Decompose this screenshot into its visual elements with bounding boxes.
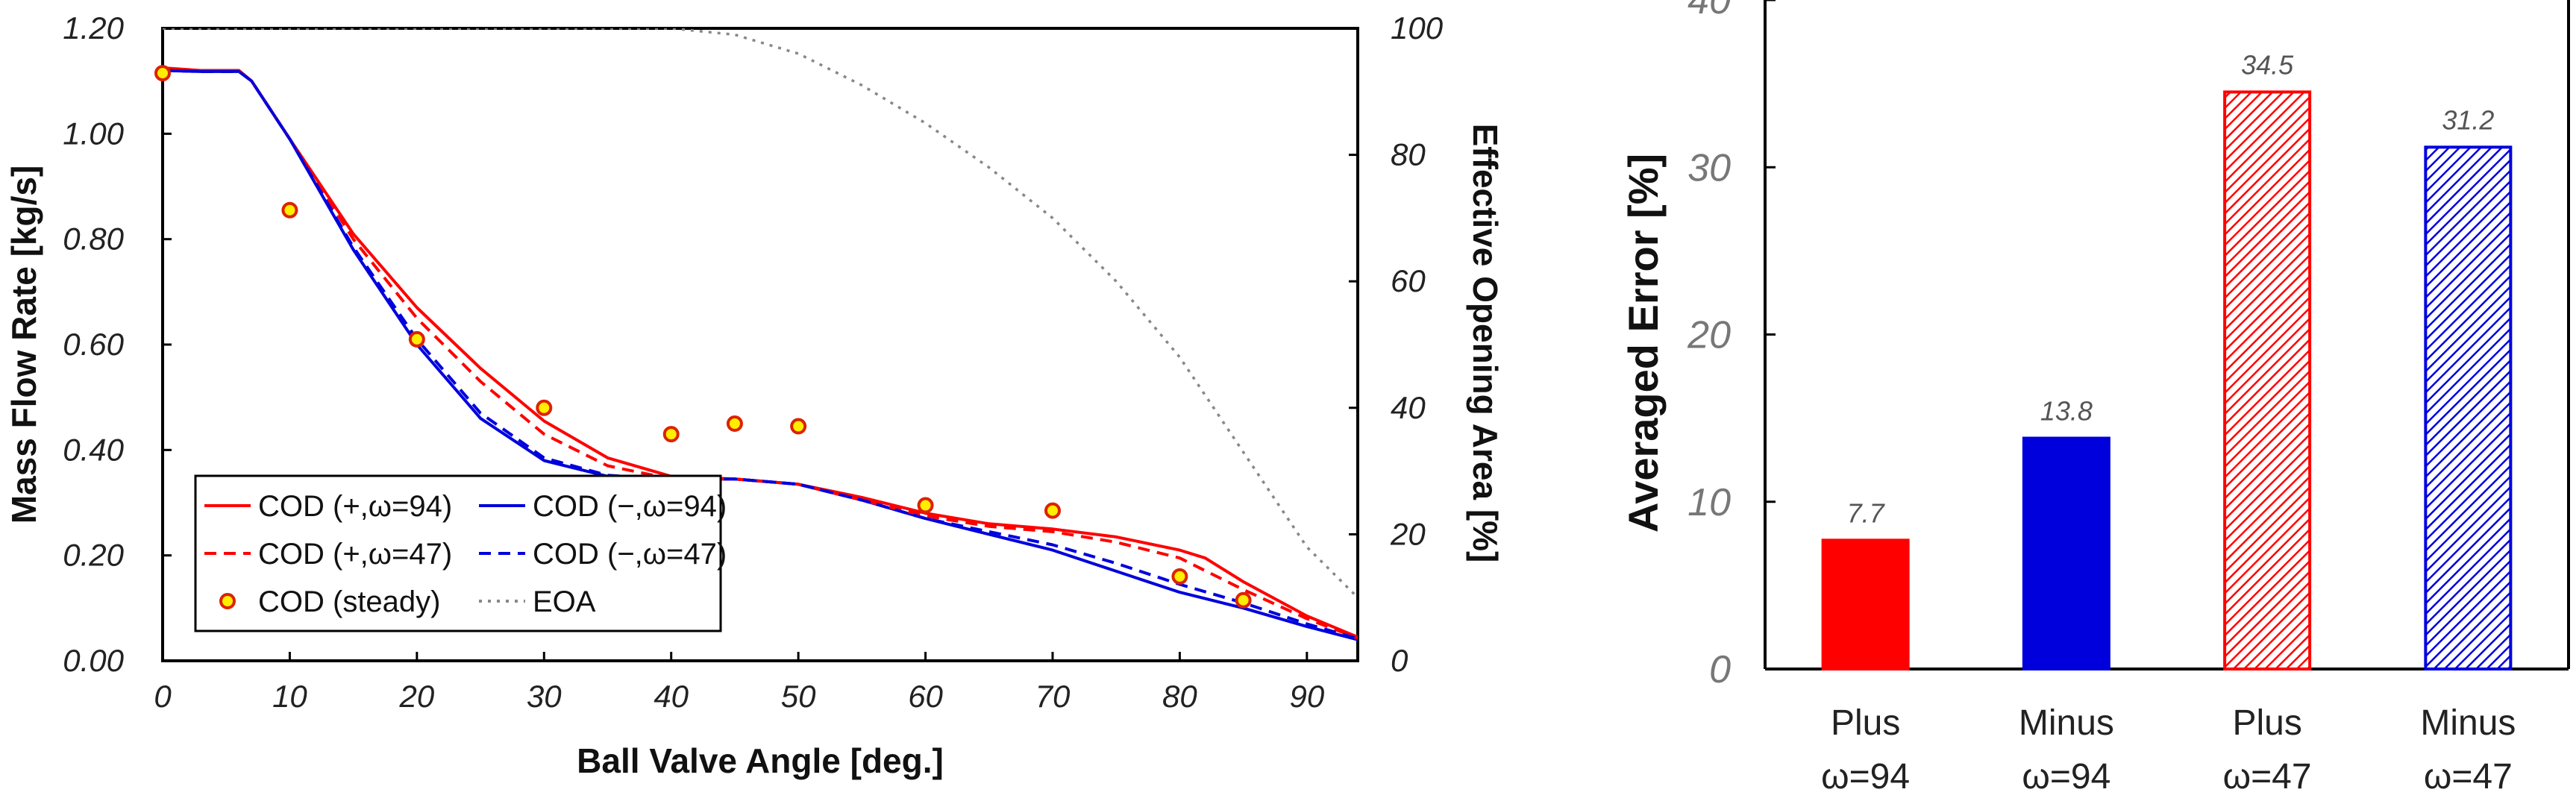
steady-point	[1044, 502, 1061, 519]
y-axis-title: Mass Flow Rate [kg/s]	[4, 166, 43, 524]
bar-y-tick-label: 40	[1687, 0, 1731, 22]
y-tick-label: 0.80	[63, 222, 124, 257]
y-tick-label: 0.00	[63, 643, 124, 678]
category-label-omega: ω=47	[2223, 757, 2312, 797]
steady-point	[536, 399, 553, 416]
category-label-omega: ω=94	[2022, 757, 2110, 797]
y2-axis-title: Effective Opening Area [%]	[1466, 124, 1505, 563]
y-tick-label: 1.00	[63, 116, 124, 151]
category-label: Plus	[2232, 703, 2301, 743]
x-tick-label: 40	[654, 679, 689, 714]
legend: COD (+,ω=94) COD (−,ω=94) COD (+,ω=47) COD …	[194, 474, 727, 632]
legend-label: COD (+,ω=47)	[258, 538, 452, 571]
legend-swatch	[219, 593, 236, 609]
steady-point	[1171, 568, 1188, 585]
category-label: Minus	[2420, 703, 2516, 743]
legend-label: COD (+,ω=94)	[258, 490, 452, 523]
bar-y-tick-label: 20	[1687, 314, 1731, 357]
bar-y-tick-label: 10	[1687, 481, 1731, 524]
x-tick-label: 30	[527, 679, 562, 714]
steady-point	[281, 201, 298, 219]
category-label-omega: ω=47	[2424, 757, 2513, 797]
category-label-omega: ω=94	[1821, 757, 1910, 797]
legend-label: COD (steady)	[258, 585, 441, 618]
x-tick-label: 10	[272, 679, 307, 714]
x-tick-label: 80	[1162, 679, 1197, 714]
legend-box	[194, 474, 722, 632]
legend-label: COD (−,ω=47)	[533, 538, 727, 571]
category-label: Plus	[1831, 703, 1900, 743]
y-tick-label: 0.40	[63, 432, 124, 467]
y-tick-label: 0.60	[63, 327, 124, 362]
bar-value-label: 13.8	[2040, 396, 2093, 427]
steady-point	[726, 415, 743, 432]
x-tick-label: 60	[908, 679, 943, 714]
x-tick-label: 90	[1289, 679, 1324, 714]
bar	[2424, 145, 2513, 670]
y2-tick-label: 100	[1391, 10, 1444, 45]
y2-tick-label: 20	[1390, 516, 1426, 551]
bar-value-label: 31.2	[2442, 104, 2494, 135]
steady-point	[662, 426, 680, 443]
legend-label: COD (−,ω=94)	[533, 490, 727, 523]
x-axis-title: Ball Valve Angle [deg.]	[577, 741, 944, 780]
y2-tick-label: 0	[1391, 643, 1408, 678]
flow-rate-chart: Ball Valve Angle [deg.] Mass Flow Rate […	[4, 10, 1505, 780]
y2-tick-label: 60	[1391, 263, 1426, 298]
steady-point	[1235, 591, 1252, 609]
steady-point	[790, 418, 807, 435]
bar-y-tick-label: 0	[1709, 648, 1731, 691]
averaged-error-chart: Averaged Error [%] 0 10 20 30 40 7.7 Plus ω=94 1…	[1620, 0, 2570, 797]
steady-point	[154, 65, 171, 82]
x-tick-label: 20	[398, 679, 434, 714]
bar	[2223, 90, 2312, 670]
x-tick-label: 50	[781, 679, 816, 714]
category-label: Minus	[2019, 703, 2114, 743]
series-line	[163, 69, 1358, 641]
bar-y-tick-label: 30	[1687, 146, 1731, 189]
steady-point	[408, 330, 425, 348]
legend-label: EOA	[533, 585, 596, 618]
bar-y-axis-title: Averaged Error [%]	[1620, 154, 1667, 533]
steady-point	[917, 497, 934, 514]
y2-tick-label: 80	[1391, 137, 1426, 172]
bar-value-label: 34.5	[2241, 49, 2294, 80]
bar	[1821, 538, 1910, 671]
y2-tick-label: 40	[1391, 390, 1426, 425]
y-tick-label: 0.20	[63, 538, 124, 573]
y-tick-label: 1.20	[63, 10, 124, 45]
bar-value-label: 7.7	[1847, 497, 1886, 528]
x-tick-label: 0	[154, 679, 172, 714]
bar	[2022, 436, 2110, 670]
x-tick-label: 70	[1035, 679, 1071, 714]
